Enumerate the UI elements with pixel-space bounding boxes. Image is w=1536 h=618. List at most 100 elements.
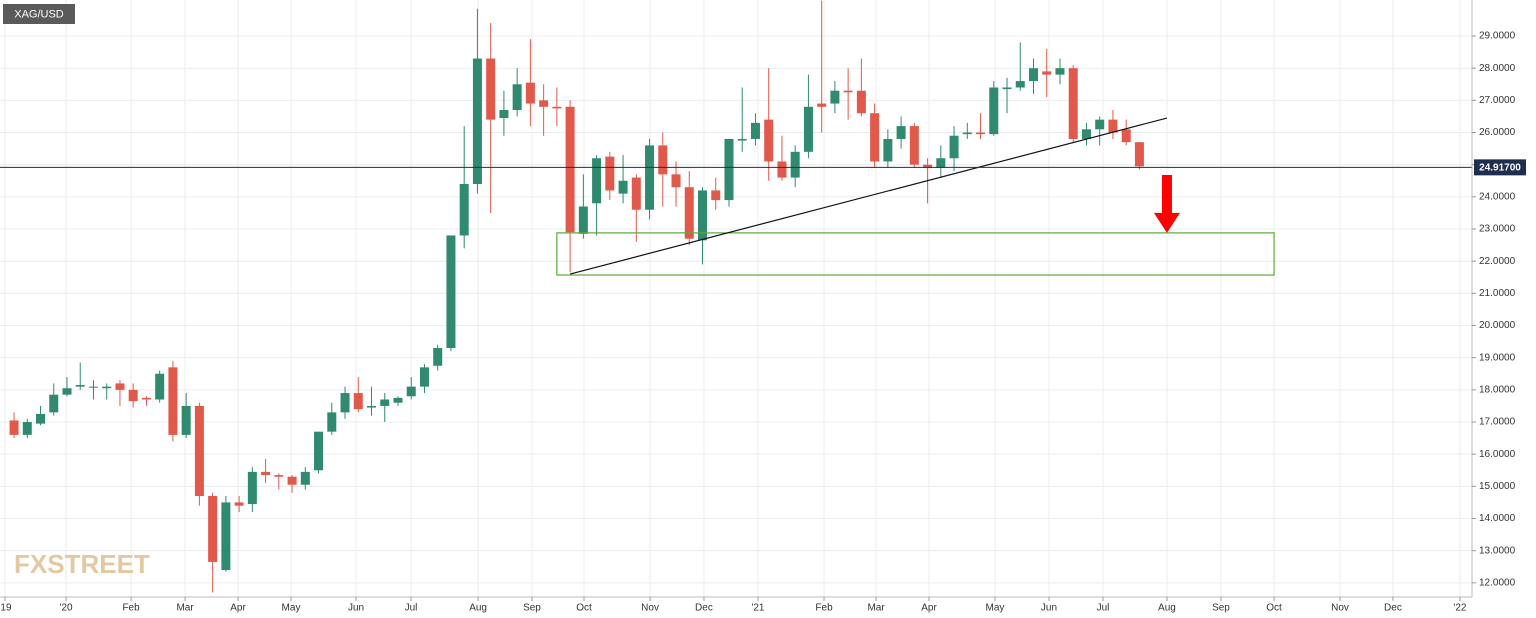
candle-body (737, 138, 747, 141)
candle-body (856, 90, 866, 114)
candle-body (578, 206, 588, 234)
candle-body (684, 187, 694, 239)
x-tick-label: Dec (1384, 603, 1402, 614)
x-tick-label: Jun (348, 603, 364, 614)
candle-body (75, 385, 85, 387)
candle-body (155, 373, 165, 400)
x-tick-label: '21 (751, 603, 764, 614)
y-tick-label: 16.0000 (1479, 449, 1516, 460)
candle-body (499, 110, 509, 119)
y-tick-label: 28.0000 (1479, 63, 1516, 74)
candle-body (1081, 129, 1091, 139)
symbol-box (3, 4, 75, 24)
candle-body (618, 180, 628, 194)
y-tick-label: 20.0000 (1479, 320, 1516, 331)
candle-body (843, 90, 853, 93)
candle-body (883, 138, 893, 162)
x-tick-label: Apr (230, 603, 246, 614)
candle-body (870, 113, 880, 162)
y-tick-label: 26.0000 (1479, 127, 1516, 138)
candle-body (380, 399, 390, 406)
x-tick-label: Feb (122, 603, 140, 614)
candle-body (353, 393, 363, 410)
y-tick-label: 24.0000 (1479, 191, 1516, 202)
candle-body (592, 158, 602, 204)
candle-body (764, 119, 774, 162)
candle-body (300, 471, 310, 485)
y-tick-label: 18.0000 (1479, 384, 1516, 395)
candle-body (115, 383, 125, 390)
candle-body (724, 138, 734, 201)
candle-body (62, 388, 72, 395)
candle-body (989, 87, 999, 135)
candle-body (314, 431, 324, 471)
x-tick-label: Oct (576, 603, 592, 614)
x-tick-label: '20 (60, 603, 73, 614)
support-zone (556, 232, 1275, 276)
candle-body (936, 158, 946, 168)
candle-body (631, 177, 641, 210)
candle-body (976, 132, 986, 135)
y-tick-label: 21.0000 (1479, 288, 1516, 299)
candle-body (36, 413, 46, 424)
x-tick-label: Apr (921, 603, 937, 614)
candle-body (645, 145, 655, 210)
candle-body (512, 84, 522, 111)
candle-body (803, 106, 813, 152)
candle-body (168, 367, 178, 435)
candle-body (817, 103, 827, 107)
candle-body (459, 183, 469, 236)
candle-body (923, 164, 933, 168)
y-tick-label: 23.0000 (1479, 224, 1516, 235)
candle-body (962, 132, 972, 135)
y-tick-label: 29.0000 (1479, 31, 1516, 42)
y-tick-label: 19.0000 (1479, 352, 1516, 363)
candle-body (194, 405, 204, 496)
x-tick-label: Dec (695, 603, 713, 614)
candle-body (1134, 142, 1144, 167)
down-arrow (1153, 174, 1180, 233)
price-label-box (1474, 159, 1526, 176)
candle-body (88, 386, 98, 388)
candle-body (671, 174, 681, 188)
candle-body (565, 106, 575, 233)
plot (0, 0, 1472, 593)
y-tick-label: 17.0000 (1479, 417, 1516, 428)
axes: 12.0000 13.0000 14.0000 15.0000 16.0000 17.00… (0, 31, 1526, 614)
candle-body (274, 475, 284, 477)
x-tick-label: Oct (1266, 603, 1282, 614)
candle-body (750, 122, 760, 139)
candle-body (419, 367, 429, 387)
x-tick-label: Nov (641, 603, 659, 614)
y-tick-label: 27.0000 (1479, 95, 1516, 106)
candle-body (1095, 119, 1105, 130)
x-tick-label: Jul (405, 603, 418, 614)
candle-body (777, 161, 787, 178)
x-tick-label: May (986, 603, 1005, 614)
candle-body (605, 156, 615, 191)
x-tick-label: May (282, 603, 301, 614)
x-tick-label: Aug (469, 603, 487, 614)
candle-body (1015, 81, 1025, 88)
y-tick-label: 12.0000 (1479, 577, 1516, 588)
x-tick-label: Jun (1041, 603, 1057, 614)
candle-body (102, 386, 112, 389)
candle-body (1028, 68, 1038, 82)
x-tick-label: Sep (523, 603, 541, 614)
y-tick-label: 14.0000 (1479, 513, 1516, 524)
x-tick-label: '19 (0, 603, 12, 614)
candle-body (1002, 87, 1012, 90)
candle-body (287, 476, 297, 485)
x-tick-label: Mar (176, 603, 194, 614)
candle-body (1121, 129, 1131, 143)
candle-body (128, 389, 138, 402)
y-tick-label: 22.0000 (1479, 256, 1516, 267)
candle-body (247, 471, 257, 505)
candle-body (234, 502, 244, 506)
x-tick-label: Aug (1158, 603, 1176, 614)
candle-body (698, 190, 708, 241)
x-tick-label: Jul (1097, 603, 1110, 614)
candle-body (141, 397, 151, 400)
